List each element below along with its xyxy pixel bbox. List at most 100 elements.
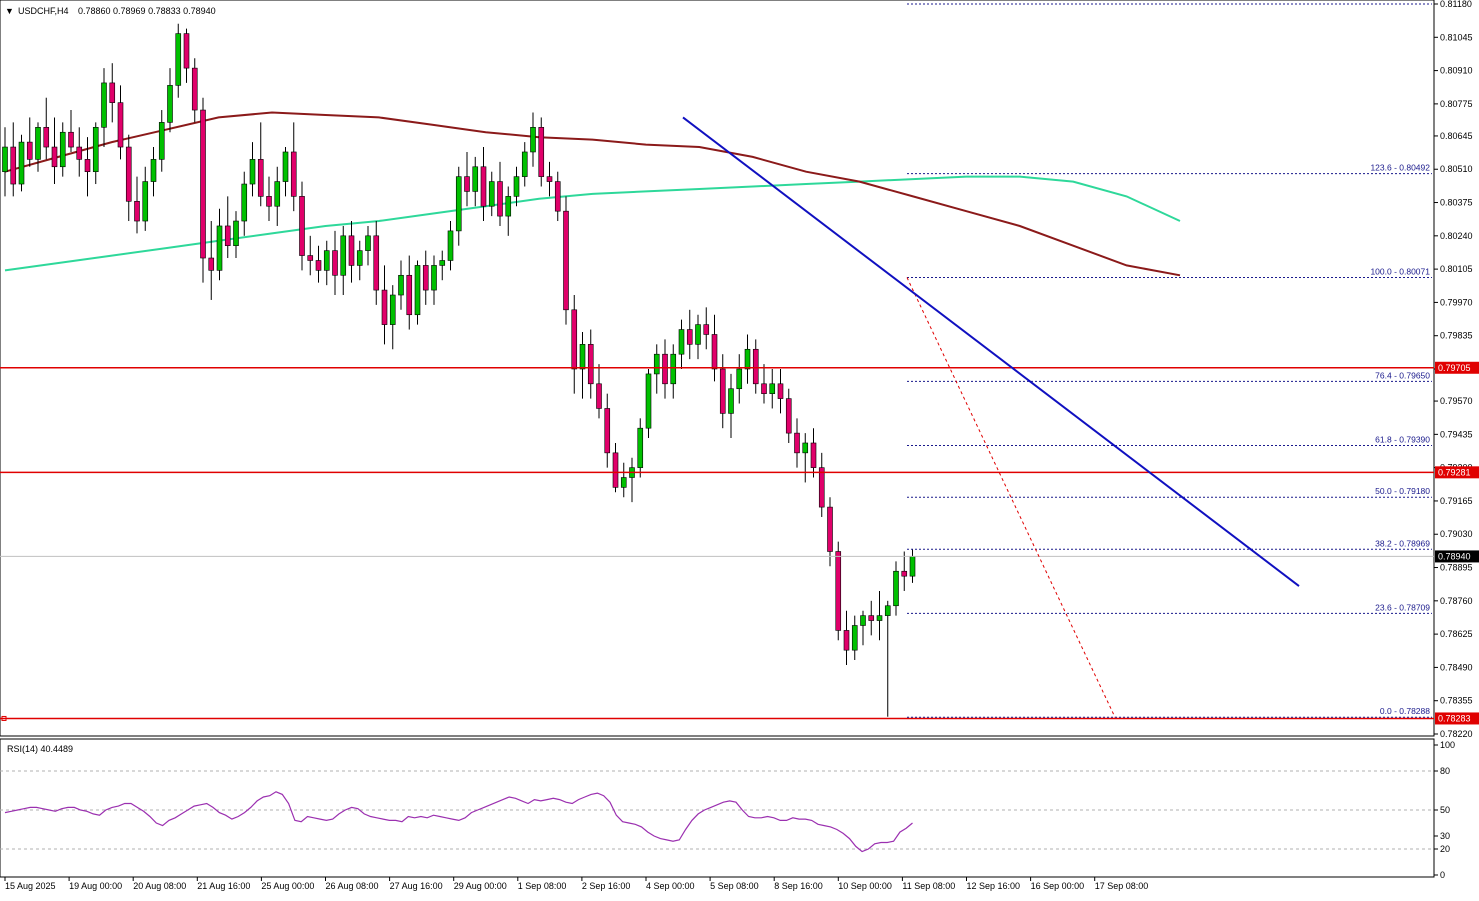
candle-body (810, 442, 817, 468)
candle (348, 221, 355, 283)
candle-body (208, 257, 215, 271)
price-tick-label: 0.78760 (1440, 596, 1473, 606)
candle (579, 332, 586, 399)
candle (497, 161, 503, 226)
fib-level-label: 38.2 - 0.78969 (1375, 538, 1430, 548)
candle (744, 334, 751, 384)
candle-body (373, 235, 380, 291)
level-price-box (1435, 712, 1479, 725)
candle (290, 122, 297, 212)
candle-body (183, 33, 190, 69)
candle-body (827, 506, 833, 552)
time-tick-label: 10 Sep 00:00 (838, 881, 892, 891)
candle-body (604, 408, 611, 454)
candle (876, 590, 883, 641)
candle (711, 314, 718, 382)
price-tick-label: 0.78625 (1440, 629, 1473, 639)
candle (843, 610, 850, 665)
candle-body (472, 166, 479, 192)
candle-body (620, 477, 627, 488)
symbol-dropdown-icon[interactable]: ▼ (5, 6, 14, 16)
candle-body (752, 348, 759, 385)
candle-body (191, 67, 198, 111)
candle-body (315, 260, 322, 271)
candle (266, 176, 272, 222)
candle (398, 260, 404, 310)
candle (604, 393, 611, 468)
candle-body (241, 183, 248, 222)
candle-body (290, 151, 297, 197)
candle (109, 63, 116, 123)
price-tick-label: 0.80910 (1440, 66, 1473, 76)
candle (835, 541, 842, 641)
time-tick-label: 12 Sep 16:00 (967, 881, 1021, 891)
candle (827, 497, 833, 567)
candle (769, 369, 776, 409)
time-tick-label: 27 Aug 16:00 (390, 881, 443, 891)
candle (414, 260, 421, 325)
candle-body (695, 324, 701, 345)
candle-body (101, 82, 107, 128)
candle (447, 221, 454, 271)
candle-body (431, 265, 437, 291)
candle-body (398, 274, 404, 296)
price-tick-label: 0.79030 (1440, 529, 1473, 539)
rsi-pane[interactable] (0, 738, 1435, 878)
candle-body (59, 131, 66, 168)
price-tick-label: 0.80645 (1440, 131, 1473, 141)
candle (381, 265, 388, 345)
candle (546, 161, 553, 197)
candle-body (901, 570, 908, 577)
candle-body (587, 344, 594, 385)
candle-body (125, 146, 132, 202)
candle-body (224, 225, 231, 246)
candle (208, 221, 215, 300)
time-tick-label: 1 Sep 08:00 (518, 881, 567, 891)
candle (538, 117, 545, 187)
time-tick-label: 8 Sep 16:00 (774, 881, 823, 891)
ohlc-readout: 0.78860 0.78969 0.78833 0.78940 (78, 6, 216, 16)
candle (68, 110, 74, 152)
candle (851, 615, 858, 661)
candle (2, 127, 8, 197)
candle (216, 208, 223, 281)
candle-body (158, 122, 165, 160)
candle (389, 285, 396, 350)
downtrend-line[interactable] (682, 116, 1300, 587)
candle-body (554, 181, 561, 212)
price-tick-label: 0.79435 (1440, 429, 1473, 439)
candle (761, 364, 767, 404)
time-tick-label: 21 Aug 16:00 (197, 881, 250, 891)
candle-body (257, 159, 264, 197)
rsi-tick-label: 50 (1440, 805, 1450, 815)
candle-body (26, 141, 33, 160)
fib-level-label: 0.0 - 0.78288 (1380, 706, 1430, 716)
candle (365, 225, 371, 266)
candle-body (340, 235, 347, 276)
time-tick-label: 20 Aug 08:00 (133, 881, 186, 891)
candle (183, 28, 190, 83)
candle (340, 225, 347, 296)
candle (406, 255, 413, 330)
level-price-label: 0.79281 (1438, 467, 1471, 477)
candle-body (422, 265, 429, 291)
candle (150, 147, 157, 197)
candle-body (282, 151, 289, 182)
candle (175, 23, 182, 98)
candle (59, 122, 66, 177)
candle (785, 388, 792, 443)
price-tick-label: 0.78220 (1440, 729, 1473, 739)
candle (18, 134, 25, 192)
price-tick-label: 0.81180 (1440, 0, 1472, 9)
candle (257, 122, 264, 207)
candle (505, 186, 512, 236)
candle-body (356, 250, 363, 266)
candle-body (909, 556, 916, 577)
time-tick-label: 5 Sep 08:00 (710, 881, 759, 891)
candle-body (10, 146, 17, 185)
level-anchor-marker (1, 715, 7, 721)
price-tick-label: 0.79835 (1440, 331, 1473, 341)
candle-body (406, 274, 413, 316)
